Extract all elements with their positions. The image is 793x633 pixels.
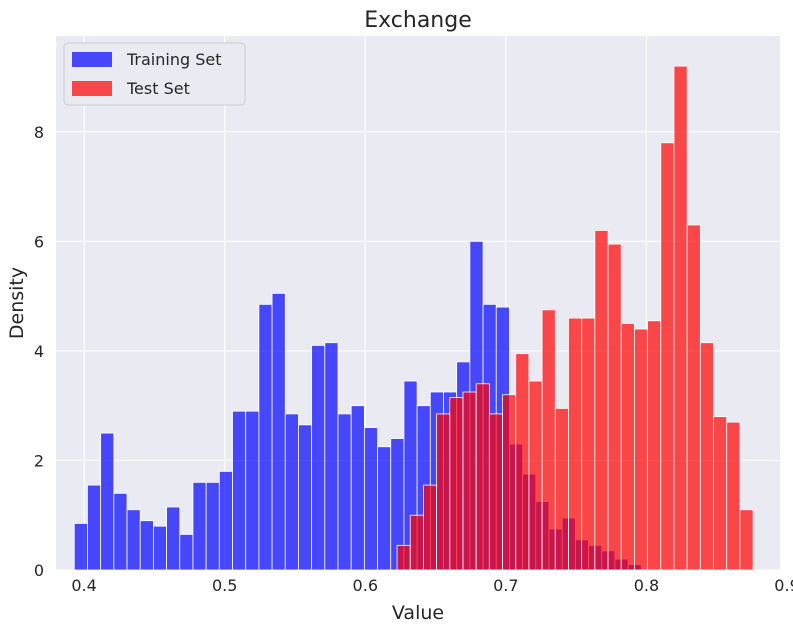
test-bar-19 [647, 320, 662, 571]
y-axis-label: Density [6, 267, 28, 339]
training-bar-21 [350, 405, 365, 571]
training-bar-12 [232, 410, 247, 571]
test-bar-0 [396, 544, 411, 571]
training-bar-19 [324, 342, 339, 571]
test-bar-13 [568, 317, 583, 571]
legend-swatch-test-set [72, 81, 112, 96]
training-bar-13 [245, 410, 260, 571]
training-bar-23 [377, 446, 392, 571]
test-bar-8 [502, 394, 517, 571]
y-tick-label-4: 8 [34, 123, 44, 142]
legend-label-test-set: Test Set [126, 79, 190, 98]
test-bar-23 [699, 342, 714, 571]
test-bar-25 [726, 421, 741, 571]
y-tick-label-3: 6 [34, 232, 44, 251]
training-bar-7 [166, 506, 181, 571]
test-bar-21 [673, 65, 688, 571]
y-axis-ticks: 0 2 4 6 8 [34, 123, 44, 580]
x-tick-label-5: 0.9 [774, 576, 793, 595]
test-bar-15 [594, 230, 609, 571]
training-bar-4 [126, 509, 141, 571]
x-axis-ticks: 0.4 0.5 0.6 0.7 0.8 0.9 [71, 576, 793, 595]
training-bar-0 [73, 523, 88, 571]
test-bar-24 [713, 416, 728, 571]
test-bar-14 [581, 317, 596, 571]
test-bar-17 [620, 323, 635, 571]
x-tick-label-0: 0.4 [71, 576, 96, 595]
training-bar-9 [192, 481, 207, 571]
training-bar-15 [271, 293, 286, 571]
training-bar-6 [152, 525, 167, 571]
test-bar-16 [607, 243, 622, 571]
training-bar-16 [284, 413, 299, 571]
legend-swatch-training-set [72, 52, 112, 67]
y-tick-label-1: 2 [34, 451, 44, 470]
test-bar-4 [449, 397, 464, 571]
grid-lines [56, 36, 788, 571]
test-bar-20 [660, 142, 675, 571]
training-bar-2 [100, 432, 115, 571]
test-set-bars [396, 65, 754, 571]
test-bar-5 [462, 391, 477, 571]
test-bar-6 [475, 383, 490, 571]
legend: Training Set Test Set [63, 42, 246, 106]
test-bar-7 [488, 413, 503, 571]
test-bar-9 [515, 353, 530, 571]
test-bar-22 [686, 224, 701, 571]
training-bar-11 [218, 471, 233, 571]
training-bar-20 [337, 413, 352, 571]
test-bar-3 [436, 413, 451, 571]
test-bar-1 [409, 514, 424, 571]
x-axis-label: Value [392, 602, 444, 624]
test-bar-18 [634, 328, 648, 571]
y-tick-label-0: 0 [34, 561, 44, 580]
training-bar-14 [258, 303, 273, 571]
training-bar-1 [87, 484, 102, 571]
test-bar-11 [541, 309, 556, 571]
training-bar-3 [113, 492, 128, 571]
training-bar-8 [179, 534, 194, 571]
training-bar-18 [311, 345, 326, 571]
y-tick-label-2: 4 [34, 342, 44, 361]
test-bar-10 [528, 380, 543, 571]
x-tick-label-4: 0.8 [634, 576, 659, 595]
training-bar-10 [205, 481, 220, 571]
test-bar-12 [554, 408, 569, 571]
legend-label-training-set: Training Set [126, 50, 222, 69]
training-bar-22 [363, 427, 378, 571]
x-tick-label-1: 0.5 [212, 576, 237, 595]
test-bar-26 [739, 509, 754, 571]
chart-title: Exchange [364, 8, 472, 33]
test-bar-2 [423, 484, 438, 571]
training-bar-5 [139, 520, 154, 571]
x-tick-label-2: 0.6 [353, 576, 378, 595]
training-bar-17 [298, 424, 313, 571]
x-tick-label-3: 0.7 [493, 576, 518, 595]
